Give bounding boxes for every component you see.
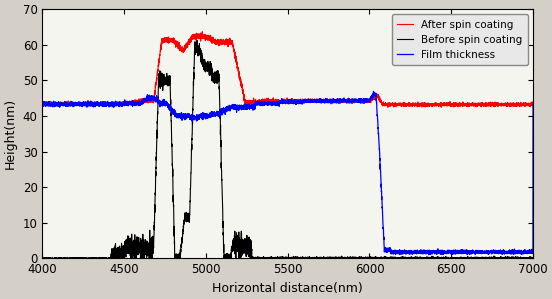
Film thickness — [224, 108, 231, 112]
Before spin coating — [158, 79, 165, 83]
Before spin coating — [224, 255, 231, 259]
Film thickness — [39, 101, 46, 104]
Film thickness — [426, 253, 432, 257]
Legend: After spin coating, Before spin coating, Film thickness: After spin coating, Before spin coating,… — [392, 14, 528, 65]
After spin coating — [259, 101, 266, 105]
Film thickness — [158, 102, 165, 106]
After spin coating — [526, 103, 533, 107]
After spin coating — [39, 100, 46, 104]
Film thickness — [156, 100, 162, 104]
X-axis label: Horizontal distance(nm): Horizontal distance(nm) — [213, 282, 363, 295]
Y-axis label: Height(nm): Height(nm) — [4, 98, 17, 169]
Before spin coating — [39, 257, 46, 260]
Film thickness — [526, 250, 533, 253]
Line: Film thickness: Film thickness — [43, 91, 533, 255]
After spin coating — [224, 40, 231, 43]
Film thickness — [530, 102, 537, 105]
Line: After spin coating: After spin coating — [43, 32, 533, 107]
Before spin coating — [156, 72, 162, 75]
Before spin coating — [153, 151, 160, 154]
Before spin coating — [259, 257, 266, 260]
Film thickness — [259, 104, 266, 107]
After spin coating — [199, 30, 206, 33]
After spin coating — [153, 79, 160, 83]
After spin coating — [385, 106, 391, 109]
Film thickness — [370, 89, 377, 93]
After spin coating — [158, 41, 165, 45]
Before spin coating — [530, 257, 537, 260]
Film thickness — [153, 98, 160, 101]
Line: Before spin coating: Before spin coating — [43, 40, 533, 258]
Before spin coating — [194, 39, 200, 42]
After spin coating — [156, 57, 162, 61]
After spin coating — [530, 100, 537, 103]
Before spin coating — [526, 256, 533, 260]
